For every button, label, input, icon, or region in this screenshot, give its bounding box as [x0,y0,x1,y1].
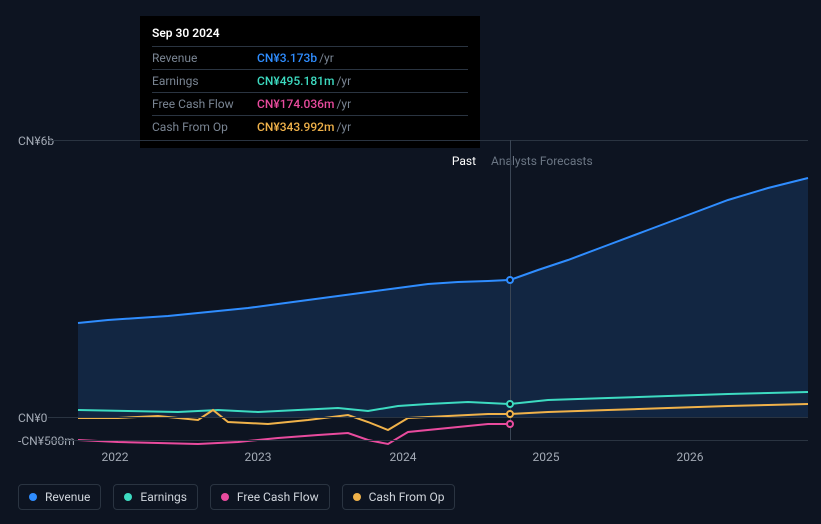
legend-dot-icon [29,493,37,501]
marker-earnings [506,400,514,408]
plot-area[interactable] [48,140,808,440]
marker-freecashflow [506,420,514,428]
marker-cashfromop [506,410,514,418]
legend-dot-icon [124,493,132,501]
x-axis-label: 2023 [238,450,278,464]
tooltip-suffix: /yr [336,74,351,88]
legend-label: Earnings [140,490,187,504]
legend-dot-icon [353,493,361,501]
tooltip-suffix: /yr [336,97,351,111]
series-svg [48,140,808,440]
x-axis-label: 2025 [526,450,566,464]
legend-item-earnings[interactable]: Earnings [113,484,198,510]
series-line-freecashflow [78,424,510,444]
legend-label: Revenue [45,490,90,504]
tooltip-value: CN¥3.173b [257,51,317,65]
tooltip-row: RevenueCN¥3.173b/yr [152,46,468,69]
tooltip-value: CN¥495.181m [257,74,334,88]
x-axis-label: 2022 [95,450,135,464]
grid-line [48,417,808,418]
tooltip-label: Earnings [152,74,257,88]
grid-line [48,140,808,141]
x-axis-label: 2024 [383,450,423,464]
tooltip-label: Revenue [152,51,257,65]
legend-dot-icon [221,493,229,501]
legend-item-revenue[interactable]: Revenue [18,484,101,510]
tooltip-suffix: /yr [319,51,334,65]
x-axis-label: 2026 [670,450,710,464]
legend-item-freecashflow[interactable]: Free Cash Flow [210,484,330,510]
legend-label: Cash From Op [369,490,445,504]
y-axis-label: CN¥0 [18,411,47,425]
legend: Revenue Earnings Free Cash Flow Cash From O… [18,484,455,510]
tooltip-row: Free Cash FlowCN¥174.036m/yr [152,92,468,115]
series-area-revenue [78,178,808,417]
tooltip-label: Free Cash Flow [152,97,257,111]
grid-line [48,440,808,441]
tooltip-value: CN¥174.036m [257,97,334,111]
legend-label: Free Cash Flow [237,490,319,504]
past-forecast-divider [510,140,511,440]
financials-chart[interactable]: Past Analysts Forecasts CN¥6bCN¥0-CN¥500… [18,120,808,460]
marker-revenue [506,276,514,284]
tooltip-row: EarningsCN¥495.181m/yr [152,69,468,92]
tooltip-date: Sep 30 2024 [152,26,468,46]
legend-item-cashfromop[interactable]: Cash From Op [342,484,456,510]
